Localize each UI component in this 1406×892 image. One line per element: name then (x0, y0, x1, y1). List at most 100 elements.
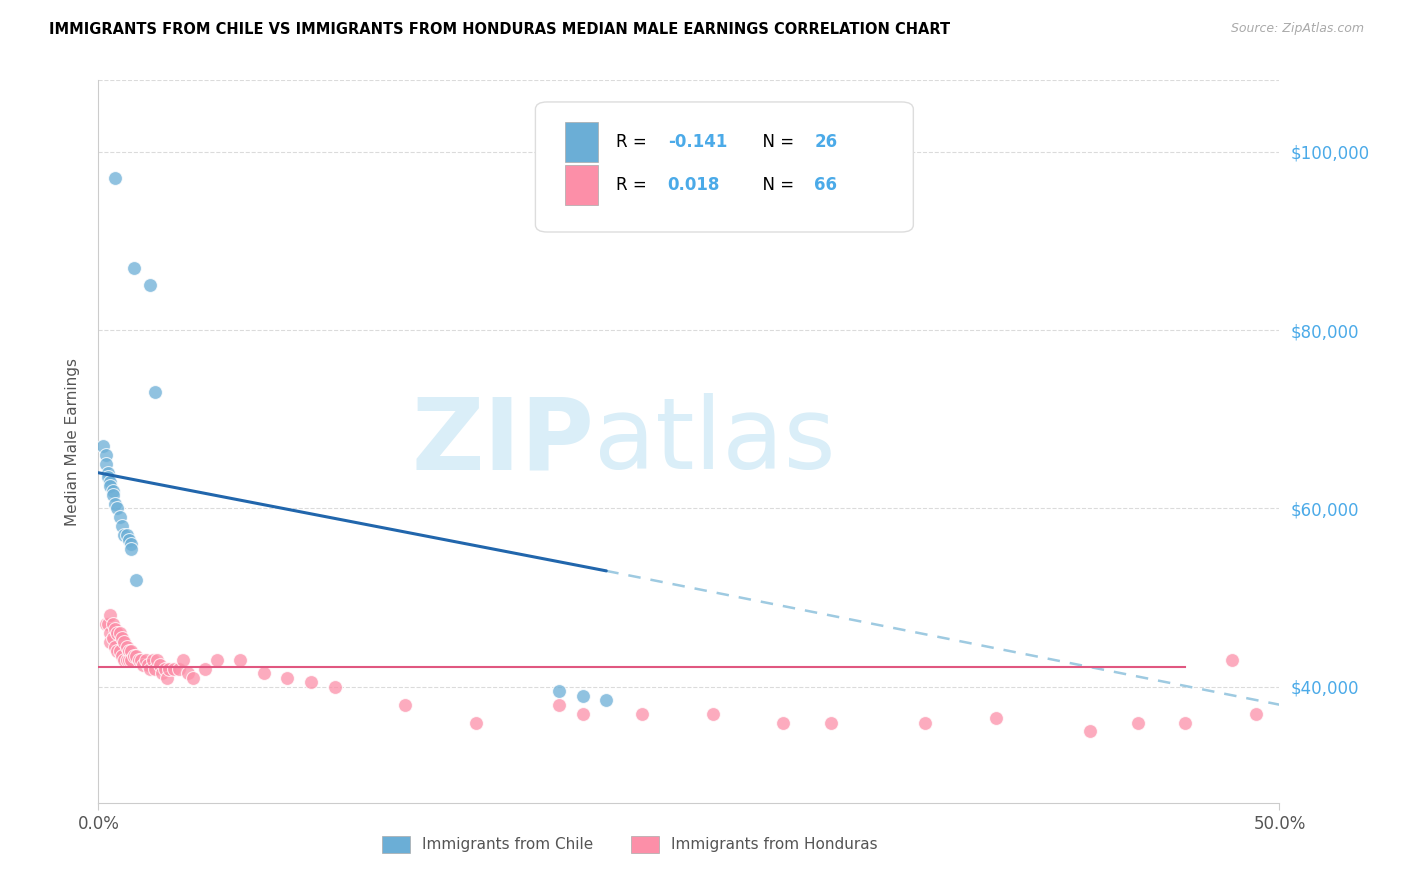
Text: ZIP: ZIP (412, 393, 595, 490)
Point (105, 501, 128, 516)
Text: Source: ZipAtlas.com: Source: ZipAtlas.com (1230, 22, 1364, 36)
Point (1220, 653, 1243, 667)
Point (125, 573, 148, 587)
Point (121, 537, 143, 551)
Point (108, 510, 131, 524)
Point (112, 653, 135, 667)
Point (702, 706, 724, 721)
Point (143, 662, 166, 676)
Point (105, 644, 128, 658)
Point (112, 528, 135, 542)
Point (101, 631, 124, 645)
Point (150, 666, 173, 681)
Point (125, 648, 148, 663)
Point (157, 662, 180, 676)
Point (104, 171, 127, 186)
Text: 26: 26 (814, 133, 837, 151)
Point (97, 617, 120, 632)
Point (111, 648, 134, 663)
FancyBboxPatch shape (536, 102, 914, 232)
Legend: Immigrants from Chile, Immigrants from Honduras: Immigrants from Chile, Immigrants from H… (374, 829, 886, 860)
Point (128, 653, 150, 667)
Point (548, 684, 571, 698)
Point (153, 662, 176, 676)
Point (299, 675, 322, 690)
Point (129, 653, 152, 667)
Point (121, 541, 143, 556)
Point (1244, 706, 1267, 721)
Point (253, 666, 276, 681)
Point (101, 488, 124, 502)
Point (104, 622, 127, 636)
Point (98, 475, 121, 489)
Point (142, 653, 165, 667)
Point (139, 662, 162, 676)
Point (94, 448, 117, 462)
Point (108, 644, 131, 658)
Point (121, 653, 143, 667)
Point (136, 657, 159, 672)
Point (146, 653, 169, 667)
Point (229, 653, 252, 667)
Point (121, 644, 143, 658)
Point (1126, 715, 1149, 730)
Point (465, 715, 488, 730)
Point (115, 528, 138, 542)
Point (135, 653, 157, 667)
Point (101, 617, 124, 632)
Point (105, 626, 128, 640)
Point (205, 653, 228, 667)
Text: IMMIGRANTS FROM CHILE VS IMMIGRANTS FROM HONDURAS MEDIAN MALE EARNINGS CORRELATI: IMMIGRANTS FROM CHILE VS IMMIGRANTS FROM… (49, 22, 950, 37)
Point (177, 666, 200, 681)
Point (132, 657, 155, 672)
Point (118, 653, 141, 667)
Point (104, 640, 127, 654)
Point (139, 278, 162, 293)
Point (548, 698, 571, 712)
Text: atlas: atlas (595, 393, 837, 490)
Point (115, 640, 138, 654)
Point (595, 693, 617, 707)
Point (118, 644, 141, 658)
Point (118, 533, 141, 547)
Point (1080, 724, 1102, 739)
Point (156, 671, 179, 685)
Point (571, 706, 593, 721)
Y-axis label: Median Male Earnings: Median Male Earnings (65, 358, 80, 525)
Point (194, 662, 217, 676)
Text: R =: R = (616, 176, 652, 194)
Point (571, 689, 593, 703)
Point (94, 617, 117, 632)
Point (97, 466, 120, 480)
Point (984, 711, 1007, 725)
Point (91, 439, 114, 453)
Point (323, 680, 346, 694)
Text: N =: N = (752, 133, 799, 151)
Point (914, 715, 936, 730)
Point (163, 662, 186, 676)
Point (167, 662, 190, 676)
Point (276, 671, 298, 685)
Point (111, 631, 134, 645)
Point (112, 635, 135, 649)
Point (820, 715, 842, 730)
Point (104, 497, 127, 511)
Point (122, 648, 145, 663)
Point (172, 653, 194, 667)
Point (108, 626, 131, 640)
Text: 66: 66 (814, 176, 837, 194)
Point (143, 385, 166, 400)
Text: R =: R = (616, 133, 652, 151)
Point (98, 626, 121, 640)
Point (97, 470, 120, 484)
Point (115, 653, 138, 667)
Point (98, 608, 121, 623)
Point (98, 479, 121, 493)
Text: N =: N = (752, 176, 799, 194)
Point (394, 698, 416, 712)
Point (181, 671, 204, 685)
FancyBboxPatch shape (565, 165, 598, 205)
Point (94, 457, 117, 471)
Point (98, 635, 121, 649)
Point (101, 483, 124, 498)
